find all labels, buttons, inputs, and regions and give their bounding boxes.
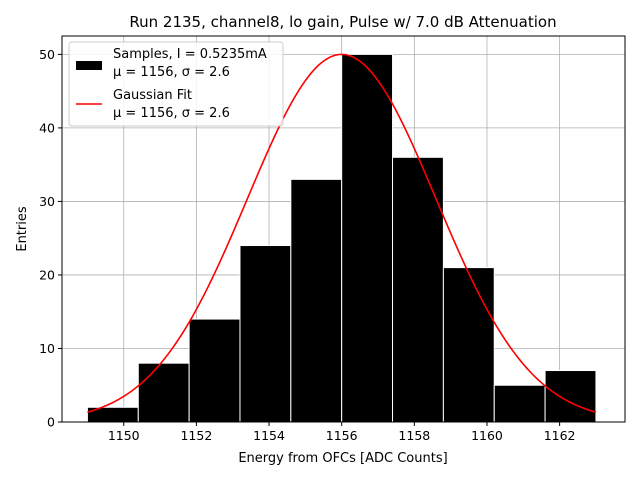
y-tick-label: 10 — [39, 341, 55, 356]
chart-title: Run 2135, channel8, lo gain, Pulse w/ 7.… — [129, 13, 556, 31]
histogram-bar — [188, 318, 241, 423]
legend-fit-line1: Gaussian Fit — [113, 88, 192, 103]
y-axis-ticks: 0 10 20 30 40 50 — [39, 47, 62, 430]
x-axis-ticks: 1150 1152 1154 1156 1158 1160 1162 — [108, 422, 576, 443]
histogram-bar — [442, 267, 495, 423]
x-tick-label: 1150 — [108, 428, 140, 443]
x-axis-label: Energy from OFCs [ADC Counts] — [238, 451, 447, 466]
histogram-bar — [544, 370, 597, 423]
y-tick-label: 50 — [39, 47, 55, 62]
histogram-bar — [392, 156, 444, 423]
plot-frame — [61, 35, 626, 423]
x-tick-label: 1154 — [253, 428, 285, 443]
y-tick-label: 40 — [39, 120, 55, 135]
legend-samples-line1: Samples, I = 0.5235mA — [113, 47, 267, 62]
histogram-bars — [86, 53, 597, 423]
y-axis-label: Entries — [15, 206, 30, 252]
y-tick-label: 20 — [39, 267, 55, 282]
histogram-bar — [341, 53, 394, 423]
legend: Samples, I = 0.5235mA μ = 1156, σ = 2.6 … — [68, 41, 284, 127]
x-tick-label: 1156 — [326, 428, 358, 443]
legend-box — [68, 41, 284, 127]
x-tick-label: 1162 — [544, 428, 576, 443]
y-tick-label: 0 — [47, 415, 55, 430]
histogram-bar — [239, 245, 292, 423]
legend-fit-line2: μ = 1156, σ = 2.6 — [113, 106, 230, 121]
x-tick-label: 1158 — [398, 428, 430, 443]
gaussian-fit-line — [87, 53, 597, 413]
histogram-bar — [290, 178, 343, 423]
histogram-bar — [493, 384, 546, 423]
x-tick-label: 1152 — [180, 428, 212, 443]
histogram-bar — [137, 362, 190, 423]
legend-samples-line2: μ = 1156, σ = 2.6 — [113, 65, 230, 80]
x-tick-label: 1160 — [471, 428, 503, 443]
y-tick-label: 30 — [39, 194, 55, 209]
legend-swatch-samples — [76, 61, 102, 70]
